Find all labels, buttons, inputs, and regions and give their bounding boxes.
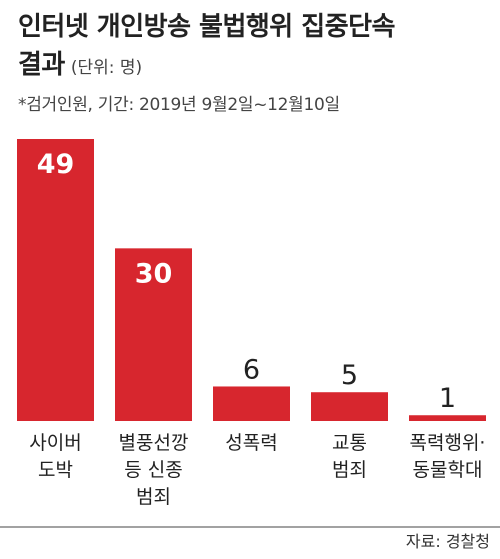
bar-5 (409, 415, 486, 421)
category-label-2-line-2: 등 신종 (124, 459, 182, 481)
category-label-4-line-2: 범죄 (332, 459, 367, 481)
category-label-2-line-1: 별풍선깡 (119, 432, 189, 454)
bar-2 (115, 248, 192, 421)
value-label-1: 49 (37, 149, 75, 180)
value-label-3: 6 (243, 354, 260, 385)
category-label-3-line-1: 성폭력 (225, 432, 277, 454)
category-label-1-line-1: 사이버 (29, 432, 81, 454)
chart-title-line1: 인터넷 개인방송 불법행위 집중단속 (18, 12, 395, 42)
value-label-2: 30 (135, 258, 173, 289)
category-label-4-line-1: 교통 (332, 432, 367, 454)
source-note: 자료: 경찰청 (405, 532, 490, 551)
chart-title-line2: 결과 (단위: 명) (18, 44, 142, 81)
category-label-5-line-2: 동물학대 (413, 459, 483, 481)
bar-1 (17, 139, 94, 421)
category-label-2-line-3: 범죄 (136, 486, 171, 508)
bar-3 (213, 386, 290, 421)
value-label-5: 1 (439, 383, 456, 414)
bar-4 (311, 392, 388, 421)
value-label-4: 5 (341, 360, 358, 391)
unit-label: (단위: 명) (70, 58, 143, 78)
chart-subtitle: *검거인원, 기간: 2019년 9월2일~12월10일 (18, 95, 340, 115)
category-label-5-line-1: 폭력행위· (410, 432, 486, 454)
category-label-1-line-2: 도박 (38, 459, 73, 481)
chart-title-line2-text: 결과 (18, 50, 65, 80)
